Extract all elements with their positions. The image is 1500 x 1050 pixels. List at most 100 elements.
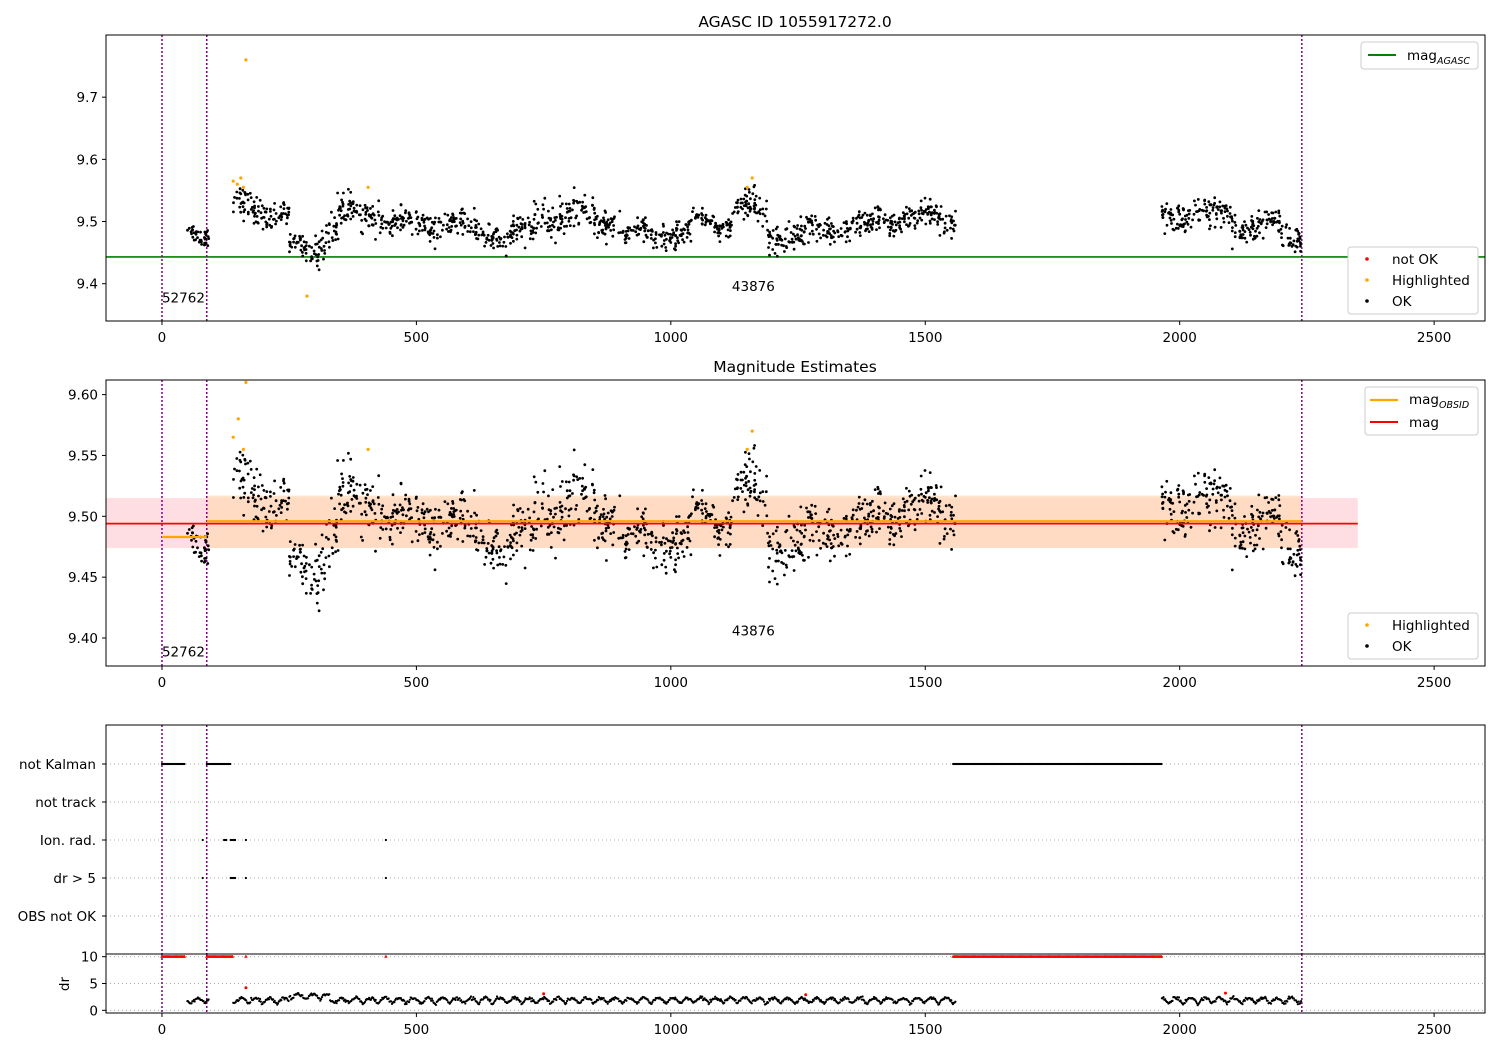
ok-point bbox=[407, 497, 411, 501]
ok-point bbox=[704, 516, 708, 520]
ok-point bbox=[480, 541, 484, 545]
ok-point bbox=[819, 546, 822, 550]
ok-point bbox=[334, 538, 338, 542]
ok-point bbox=[279, 205, 283, 209]
ok-point bbox=[888, 228, 892, 232]
ok-point bbox=[701, 488, 704, 492]
ok-point bbox=[669, 539, 672, 543]
ok-point bbox=[1277, 209, 1281, 213]
ok-point bbox=[526, 507, 530, 511]
ok-point bbox=[602, 216, 605, 220]
ok-point bbox=[662, 524, 665, 527]
ok-point bbox=[928, 496, 931, 500]
ok-point bbox=[861, 502, 865, 506]
ok-point bbox=[621, 231, 625, 234]
ok-point bbox=[884, 218, 888, 222]
ok-point bbox=[381, 214, 385, 218]
ok-point bbox=[756, 514, 760, 517]
ok-point bbox=[913, 508, 917, 512]
ok-point bbox=[933, 499, 936, 502]
dr-point bbox=[929, 996, 933, 999]
ok-point bbox=[446, 213, 450, 217]
ok-point bbox=[491, 557, 495, 561]
ok-point bbox=[919, 206, 923, 210]
highlighted-point bbox=[366, 185, 370, 189]
ok-point bbox=[232, 210, 235, 214]
ok-point bbox=[752, 185, 756, 189]
ok-point bbox=[596, 214, 599, 218]
ok-point bbox=[328, 565, 331, 569]
ok-point bbox=[785, 565, 789, 569]
ok-point bbox=[905, 223, 908, 227]
ok-point bbox=[674, 558, 677, 562]
ok-point bbox=[1230, 509, 1234, 512]
ok-point bbox=[582, 211, 585, 214]
ok-point bbox=[637, 232, 641, 236]
ok-point bbox=[474, 232, 477, 236]
ok-point bbox=[908, 222, 912, 225]
dr-point bbox=[609, 999, 613, 1003]
ok-point bbox=[876, 516, 880, 519]
ok-point bbox=[376, 496, 380, 499]
ok-point bbox=[338, 502, 341, 506]
ok-point bbox=[506, 235, 510, 239]
ok-point bbox=[1258, 537, 1261, 540]
ok-point bbox=[774, 559, 778, 563]
ok-point bbox=[358, 483, 362, 487]
ok-point bbox=[701, 206, 704, 210]
ok-point bbox=[676, 223, 679, 227]
ok-point bbox=[463, 212, 467, 216]
ok-point bbox=[296, 240, 300, 244]
ok-point bbox=[694, 505, 698, 509]
ok-point bbox=[197, 555, 201, 558]
ok-point bbox=[308, 563, 311, 567]
ok-point bbox=[794, 237, 798, 241]
ok-point bbox=[348, 490, 352, 494]
ok-point bbox=[691, 210, 694, 214]
ok-point bbox=[275, 514, 278, 517]
ok-point bbox=[253, 214, 256, 218]
ok-point bbox=[665, 537, 668, 541]
ok-point bbox=[793, 234, 797, 238]
ok-point bbox=[845, 220, 848, 223]
ok-point bbox=[1165, 223, 1169, 227]
dr-point bbox=[938, 1003, 941, 1006]
ok-point bbox=[235, 196, 239, 200]
ok-point bbox=[310, 565, 314, 569]
flag-point bbox=[225, 838, 228, 842]
plot-frame bbox=[105, 379, 1486, 667]
ok-point bbox=[753, 488, 756, 492]
ok-point bbox=[1245, 555, 1249, 558]
ok-point bbox=[546, 525, 550, 529]
ok-point bbox=[633, 525, 636, 529]
dr-point bbox=[472, 996, 475, 999]
ok-point bbox=[1243, 220, 1246, 224]
ok-point bbox=[447, 230, 450, 233]
ok-point bbox=[348, 207, 352, 211]
ok-point bbox=[729, 229, 732, 233]
ok-point bbox=[253, 504, 256, 508]
dr-point bbox=[287, 999, 290, 1003]
ok-point bbox=[239, 460, 243, 464]
ok-point bbox=[855, 221, 859, 225]
ok-point bbox=[665, 237, 668, 241]
ok-point bbox=[1163, 495, 1167, 499]
ok-point bbox=[404, 493, 408, 497]
ok-point bbox=[768, 580, 771, 584]
ok-point bbox=[602, 232, 605, 235]
ok-point bbox=[1196, 471, 1200, 475]
ok-point bbox=[752, 446, 756, 450]
ok-point bbox=[292, 237, 295, 241]
ok-point bbox=[563, 524, 566, 528]
dr-point bbox=[358, 998, 361, 1001]
ok-point bbox=[1238, 534, 1242, 538]
ok-point bbox=[591, 468, 595, 471]
ok-point bbox=[695, 501, 699, 504]
ok-point bbox=[1241, 546, 1244, 550]
dr-point bbox=[1292, 997, 1295, 1000]
ok-point bbox=[520, 526, 524, 529]
dr-point bbox=[855, 999, 858, 1002]
ok-point bbox=[952, 513, 955, 517]
ok-point bbox=[273, 479, 276, 483]
ok-point bbox=[919, 474, 923, 478]
